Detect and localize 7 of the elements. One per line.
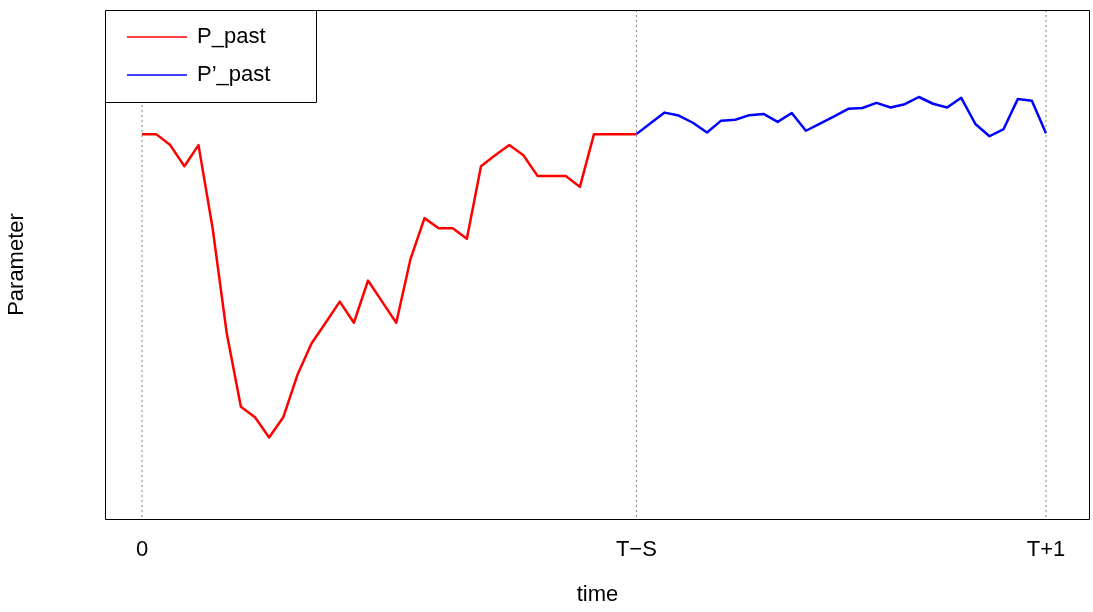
x-tick-label: 0 [135, 536, 149, 562]
x-tick-label: T−S [615, 536, 657, 562]
y-axis-title: Parameter [3, 213, 29, 316]
legend-label: P’_past [197, 61, 271, 87]
x-tick-label: T+1 [1026, 536, 1066, 562]
legend-label: P_past [197, 23, 266, 49]
x-axis-title: time [576, 580, 619, 606]
